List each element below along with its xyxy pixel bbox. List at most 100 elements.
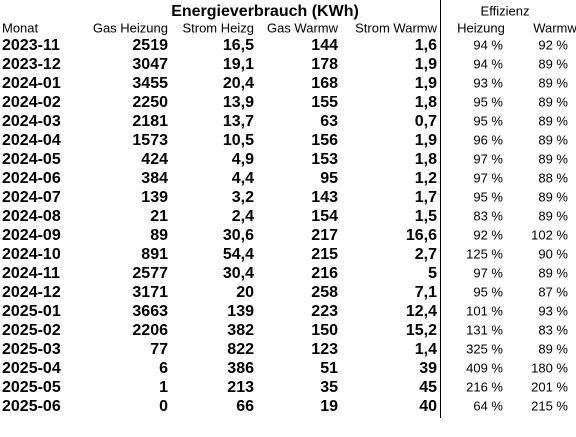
cell: 83 % [473,208,503,223]
cell: 0 [159,398,168,415]
cell: 386 [227,360,254,377]
cell: 13,7 [223,113,254,130]
cell: 2577 [132,265,168,282]
cell: 15,2 [406,322,437,339]
cell: 89 % [538,151,568,166]
cell: 2181 [132,113,168,130]
cell: 2519 [132,37,168,54]
cell: 4,4 [232,170,254,187]
row-label: 2025-06 [2,398,61,415]
cell: 123 [311,341,338,358]
cell: 12,4 [406,303,437,320]
cell: 97 % [473,265,503,280]
row-label: 2025-05 [2,379,61,396]
cell: 131 % [466,322,503,337]
cell: 258 [311,284,338,301]
cell: 3047 [132,56,168,73]
row-label: 2024-09 [2,227,61,244]
cell: 3171 [132,284,168,301]
row-label: 2024-10 [2,246,61,263]
cell: 822 [227,341,254,358]
cell: 77 [150,341,168,358]
column-header: Strom Warmw [355,20,437,35]
column-header: Monat [2,20,39,35]
cell: 89 % [538,94,568,109]
row-label: 2024-01 [2,75,61,92]
column-header: Warmw [533,20,576,35]
cell: 21 [150,208,168,225]
column-header: Heizung [457,20,505,35]
cell: 217 [311,227,338,244]
cell: 89 % [538,208,568,223]
cell: 95 % [473,113,503,128]
cell: 95 % [473,189,503,204]
cell: 216 % [466,379,503,394]
cell: 40 [419,398,437,415]
cell: 93 % [538,303,568,318]
cell: 1,8 [415,94,437,111]
cell: 1,9 [415,132,437,149]
cell: 3,2 [232,189,254,206]
cell: 891 [141,246,168,263]
cell: 20 [236,284,254,301]
cell: 180 % [531,360,568,375]
cell: 66 [236,398,254,415]
row-label: 2025-03 [2,341,61,358]
cell: 92 % [473,227,503,242]
row-label: 2024-02 [2,94,61,111]
cell: 139 [141,189,168,206]
cell: 4,9 [232,151,254,168]
cell: 384 [141,170,168,187]
cell: 90 % [538,246,568,261]
cell: 45 [419,379,437,396]
cell: 144 [311,37,338,54]
cell: 215 % [531,398,568,413]
cell: 2,7 [415,246,437,263]
cell: 201 % [531,379,568,394]
cell: 125 % [466,246,503,261]
cell: 64 % [473,398,503,413]
cell: 89 % [538,341,568,356]
row-label: 2024-03 [2,113,61,130]
cell: 1,7 [415,189,437,206]
cell: 95 % [473,94,503,109]
row-label: 2025-04 [2,360,61,377]
cell: 16,6 [406,227,437,244]
cell: 89 % [538,132,568,147]
row-label: 2023-11 [2,37,60,54]
cell: 89 % [538,265,568,280]
cell: 89 [150,227,168,244]
cell: 97 % [473,151,503,166]
cell: 63 [320,113,338,130]
cell: 19,1 [223,56,254,73]
cell: 215 [311,246,338,263]
row-label: 2024-12 [2,284,61,301]
row-label: 2024-08 [2,208,61,225]
cell: 1,9 [415,56,437,73]
cell: 39 [419,360,437,377]
cell: 95 [320,170,338,187]
cell: 168 [311,75,338,92]
cell: 102 % [531,227,568,242]
cell: 7,1 [415,284,437,301]
cell: 89 % [538,113,568,128]
cell: 30,6 [223,227,254,244]
cell: 3663 [132,303,168,320]
row-label: 2024-06 [2,170,61,187]
cell: 155 [311,94,338,111]
column-header: Gas Warmw [267,20,339,35]
cell: 213 [227,379,254,396]
cell: 3455 [132,75,168,92]
cell: 89 % [538,56,568,71]
cell: 19 [320,398,338,415]
cell: 2,4 [232,208,254,225]
cell: 0,7 [415,113,437,130]
cell: 10,5 [223,132,254,149]
cell: 93 % [473,75,503,90]
cell: 97 % [473,170,503,185]
table-title: Energieverbrauch (KWh) [171,3,359,20]
cell: 143 [311,189,338,206]
cell: 1573 [132,132,168,149]
cell: 1,2 [415,170,437,187]
